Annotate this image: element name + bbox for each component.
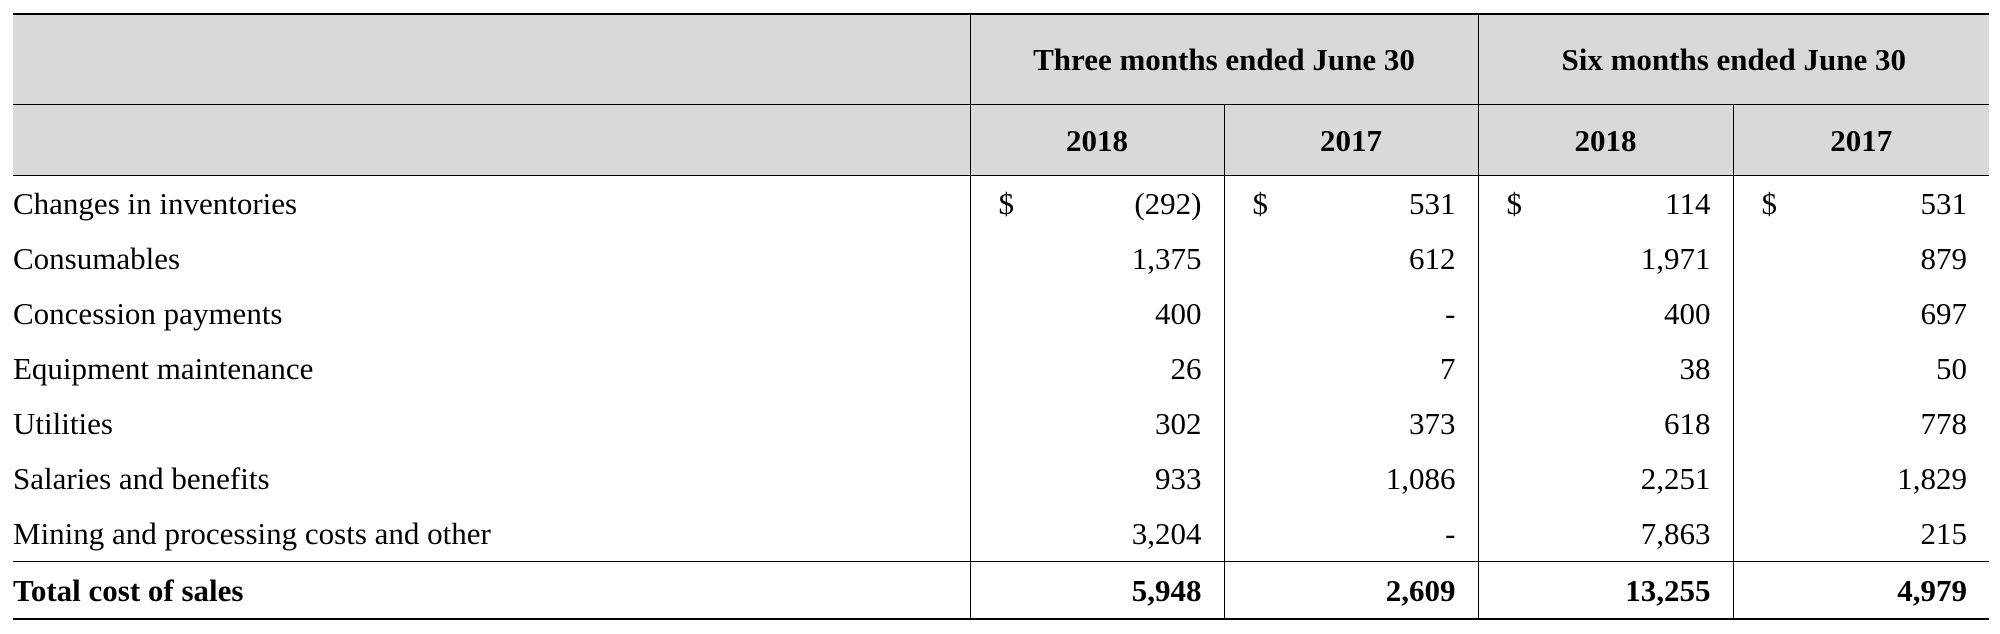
total-value: 2,609 <box>1385 572 1456 608</box>
value-cell: 531 <box>1409 186 1456 221</box>
six-months-header: Six months ended June 30 <box>1477 13 1989 105</box>
row-label: Concession payments <box>13 296 283 331</box>
currency-symbol: $ <box>998 186 1015 221</box>
value-cell: 612 <box>1409 241 1456 276</box>
value-cell: 618 <box>1664 406 1711 441</box>
year-header-row: 2018 2017 2018 2017 <box>13 104 1989 176</box>
cost-of-sales-table: Three months ended June 30 Six months en… <box>13 13 1989 620</box>
value-cell: 1,086 <box>1385 461 1456 496</box>
value-cell: 38 <box>1679 351 1711 386</box>
value-cell: 3,204 <box>1131 516 1202 551</box>
year-header: 2018 <box>1477 104 1733 176</box>
value-cell: - <box>1445 296 1456 331</box>
three-months-header: Three months ended June 30 <box>969 13 1478 105</box>
period-header-row: Three months ended June 30 Six months en… <box>13 13 1989 105</box>
currency-symbol: $ <box>1761 186 1778 221</box>
value-cell: 215 <box>1920 516 1968 551</box>
row-label: Mining and processing costs and other <box>13 516 491 551</box>
header-blank-cell <box>13 13 970 105</box>
value-cell: 778 <box>1920 406 1968 441</box>
value-cell: 26 <box>1170 351 1202 386</box>
value-cell: 50 <box>1936 351 1967 386</box>
value-cell: 879 <box>1920 241 1968 276</box>
value-cell: 7,863 <box>1640 516 1711 551</box>
value-cell: 1,971 <box>1640 241 1711 276</box>
row-label: Changes in inventories <box>13 186 298 221</box>
currency-symbol: $ <box>1252 186 1269 221</box>
value-cell: 400 <box>1664 296 1711 331</box>
table-row: Consumables 1,375 612 1,971 879 <box>13 231 1989 286</box>
total-value: 13,255 <box>1625 572 1711 608</box>
value-cell: 7 <box>1440 351 1456 386</box>
row-label: Equipment maintenance <box>13 351 314 386</box>
table-row: Salaries and benefits 933 1,086 2,251 1,… <box>13 451 1989 506</box>
value-cell: 697 <box>1920 296 1968 331</box>
value-cell: 2,251 <box>1640 461 1711 496</box>
table-row: Utilities 302 373 618 778 <box>13 396 1989 451</box>
value-cell: 400 <box>1155 296 1202 331</box>
value-cell: 114 <box>1665 186 1711 221</box>
total-value: 5,948 <box>1131 572 1202 608</box>
row-label: Utilities <box>13 406 113 441</box>
table-row: Mining and processing costs and other 3,… <box>13 506 1989 562</box>
currency-symbol: $ <box>1506 186 1523 221</box>
value-cell: 933 <box>1155 461 1202 496</box>
table-row: Changes in inventories $ (292) $531 $114 … <box>13 175 1989 231</box>
total-label: Total cost of sales <box>13 561 970 620</box>
header-blank-cell <box>13 104 970 176</box>
value-cell: - <box>1445 516 1456 551</box>
row-label: Consumables <box>13 241 181 276</box>
total-row: Total cost of sales 5,948 2,609 13,255 4… <box>13 561 1989 620</box>
value-cell: (292) <box>1134 186 1202 221</box>
table-row: Concession payments 400 - 400 697 <box>13 286 1989 341</box>
year-header: 2017 <box>1223 104 1478 176</box>
value-cell: 373 <box>1409 406 1456 441</box>
row-label: Salaries and benefits <box>13 461 270 496</box>
value-cell: 302 <box>1155 406 1202 441</box>
value-cell: 1,829 <box>1897 461 1967 496</box>
value-cell: 531 <box>1920 186 1968 221</box>
year-header: 2018 <box>969 104 1224 176</box>
value-cell: 1,375 <box>1131 241 1202 276</box>
total-value: 4,979 <box>1897 572 1967 608</box>
table-row: Equipment maintenance 26 7 38 50 <box>13 341 1989 396</box>
year-header: 2017 <box>1732 104 1989 176</box>
